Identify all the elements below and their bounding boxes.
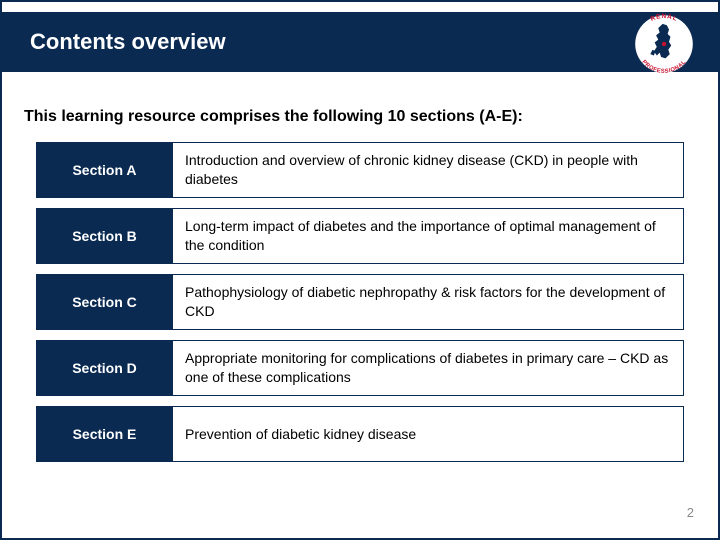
- section-description: Introduction and overview of chronic kid…: [173, 143, 683, 197]
- table-row: Section C Pathophysiology of diabetic ne…: [36, 274, 684, 330]
- sections-table: Section A Introduction and overview of c…: [36, 142, 684, 472]
- slide-title: Contents overview: [30, 29, 226, 55]
- table-row: Section E Prevention of diabetic kidney …: [36, 406, 684, 462]
- section-description: Prevention of diabetic kidney disease: [173, 407, 683, 461]
- section-description: Pathophysiology of diabetic nephropathy …: [173, 275, 683, 329]
- section-label: Section B: [37, 209, 173, 263]
- section-description: Long-term impact of diabetes and the imp…: [173, 209, 683, 263]
- society-logo: RENAL PROFESSIONAL: [628, 8, 700, 80]
- section-label: Section E: [37, 407, 173, 461]
- table-row: Section A Introduction and overview of c…: [36, 142, 684, 198]
- slide-frame: Contents overview RENAL PROFESSIONAL Thi…: [0, 0, 720, 540]
- section-label: Section A: [37, 143, 173, 197]
- slide-subtitle: This learning resource comprises the fol…: [24, 108, 523, 126]
- section-label: Section C: [37, 275, 173, 329]
- logo-dot-icon: [662, 42, 666, 46]
- table-row: Section B Long-term impact of diabetes a…: [36, 208, 684, 264]
- table-row: Section D Appropriate monitoring for com…: [36, 340, 684, 396]
- page-number: 2: [687, 505, 694, 520]
- section-description: Appropriate monitoring for complications…: [173, 341, 683, 395]
- section-label: Section D: [37, 341, 173, 395]
- title-bar: Contents overview: [2, 12, 718, 72]
